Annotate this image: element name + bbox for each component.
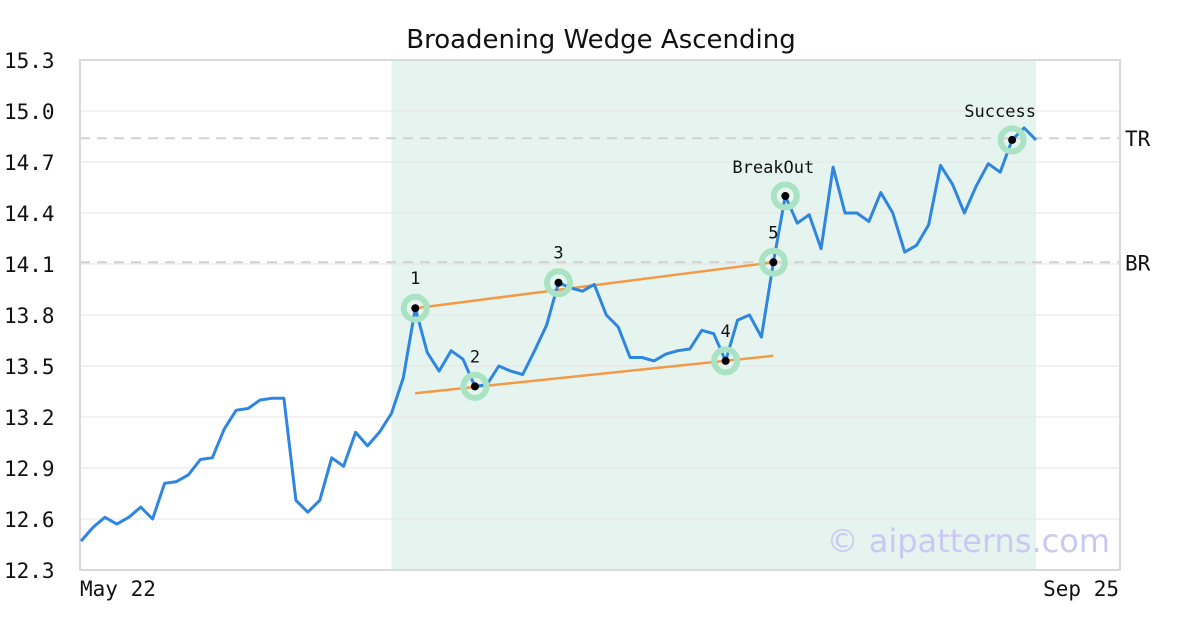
y-tick-label: 14.7 (4, 151, 55, 175)
y-tick-label: 13.2 (4, 406, 55, 430)
pattern-point-5-dot (769, 258, 778, 267)
y-tick-label: 15.0 (4, 100, 55, 124)
pattern-point-4-dot (721, 356, 730, 365)
y-tick-label: 13.5 (4, 355, 55, 379)
y-tick-label: 13.8 (4, 304, 55, 328)
pattern-point-label-2: 2 (470, 347, 480, 367)
breakout-marker-dot (781, 192, 790, 200)
breakout-marker-ring (770, 181, 800, 211)
pattern-point-4-ring (711, 346, 741, 376)
x-tick-label-end: Sep 25 (1043, 577, 1119, 601)
y-tick-label: 14.1 (4, 253, 55, 277)
y-tick-label: 12.6 (4, 508, 55, 532)
y-tick-label: 15.3 (4, 49, 55, 73)
plot-frame (79, 59, 1121, 571)
success-marker-dot (1008, 135, 1017, 144)
pattern-point-label-4: 4 (721, 322, 731, 342)
pattern-point-2-ring (460, 371, 490, 401)
chart-title: Broadening Wedge Ascending (406, 25, 796, 55)
success-marker-ring (997, 125, 1027, 155)
y-tick-label: 12.3 (4, 559, 55, 583)
pattern-point-label-5: 5 (768, 223, 778, 243)
x-tick-label-start: May 22 (80, 577, 156, 601)
pattern-point-5-ring (758, 247, 788, 277)
pattern-point-1-ring (400, 293, 430, 323)
success-label: Success (964, 102, 1036, 122)
watermark: © aipatterns.com (827, 522, 1110, 560)
breakout-label: BreakOut (732, 158, 814, 178)
pattern-point-3-ring (544, 268, 573, 298)
y-tick-label: 14.4 (4, 202, 55, 226)
pattern-point-label-3: 3 (553, 244, 563, 264)
y-tick-label: 12.9 (4, 457, 55, 481)
pattern-point-1-dot (411, 304, 420, 313)
pattern-point-2-dot (470, 382, 479, 391)
pattern-point-label-1: 1 (410, 269, 420, 289)
level-label-tr: TR (1125, 127, 1151, 151)
pattern-point-3-dot (554, 278, 563, 287)
level-label-br: BR (1125, 251, 1151, 275)
